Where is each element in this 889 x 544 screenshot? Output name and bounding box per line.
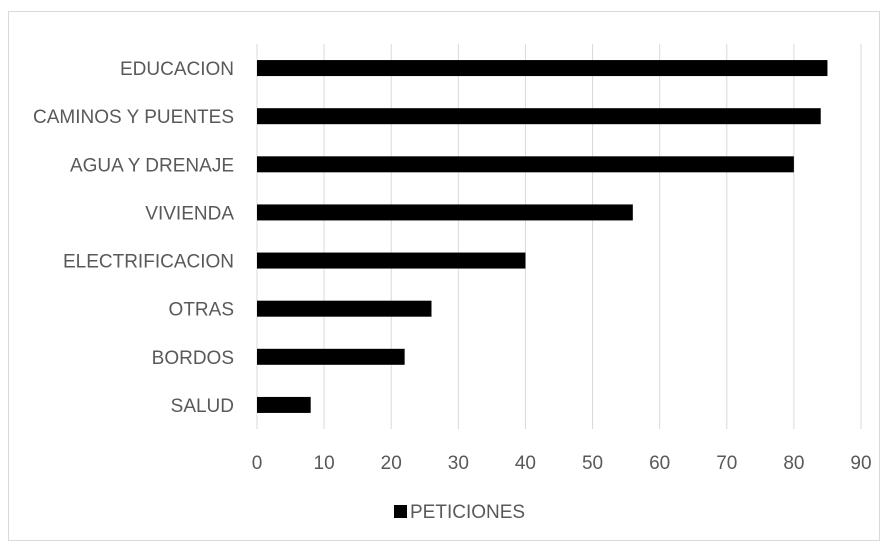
category-label: CAMINOS Y PUENTES: [33, 107, 234, 128]
category-label: AGUA Y DRENAJE: [70, 155, 234, 176]
category-label: EDUCACION: [120, 59, 234, 80]
bar: [257, 108, 821, 125]
bar: [257, 252, 526, 269]
legend-label-peticiones: PETICIONES: [410, 502, 525, 523]
x-tick-labels: 0 10 20 30 40 50 60 70 80 90: [252, 453, 872, 474]
bar: [257, 204, 633, 221]
bars: [257, 60, 828, 413]
x-tick-label: 10: [314, 453, 335, 474]
category-label: VIVIENDA: [145, 203, 234, 224]
category-label: OTRAS: [169, 300, 234, 321]
x-tick-label: 80: [783, 453, 804, 474]
x-tick-label: 70: [716, 453, 737, 474]
legend-swatch-peticiones: [394, 505, 407, 518]
x-tick-label: 90: [850, 453, 871, 474]
x-tick-label: 60: [649, 453, 670, 474]
x-tick-label: 50: [582, 453, 603, 474]
category-label: BORDOS: [152, 348, 234, 369]
x-tick-label: 20: [381, 453, 402, 474]
chart-frame: [8, 11, 880, 541]
bar: [257, 348, 405, 365]
gridlines: [256, 44, 862, 429]
x-tick-label: 40: [515, 453, 536, 474]
x-tick-label: 0: [252, 453, 263, 474]
bar: [257, 300, 432, 317]
legend: PETICIONES: [394, 502, 525, 523]
bar: [257, 60, 828, 77]
x-tick-label: 30: [448, 453, 469, 474]
category-label: SALUD: [171, 396, 234, 417]
category-labels: SALUD BORDOS OTRAS ELECTRIFICACION VIVIENDA A…: [33, 59, 234, 417]
bar: [257, 156, 794, 173]
category-label: ELECTRIFICACION: [63, 252, 234, 273]
bar: [257, 396, 311, 413]
